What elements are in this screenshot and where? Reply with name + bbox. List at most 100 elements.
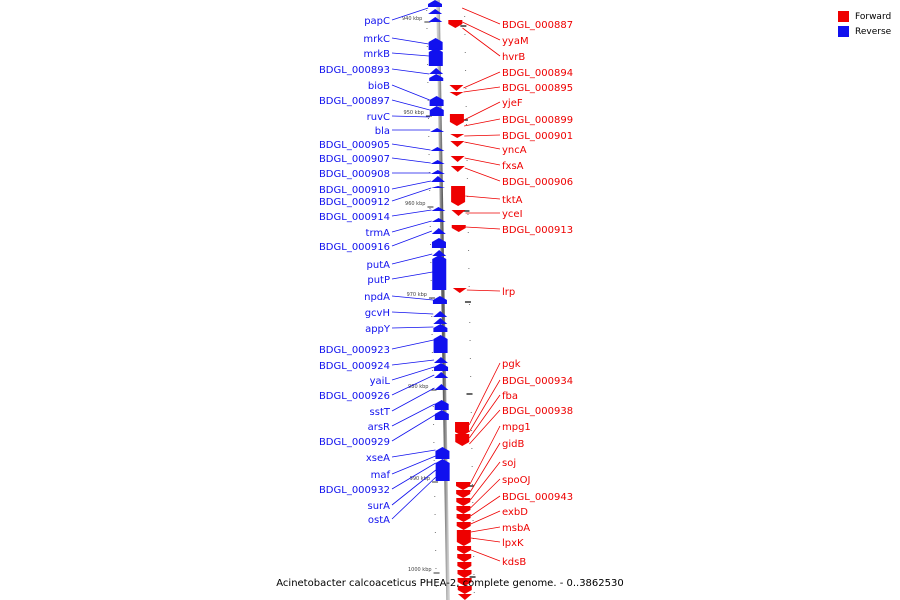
forward-feature[interactable] [457,562,472,570]
reverse-gene-label[interactable]: bioB [368,81,390,92]
reverse-feature[interactable] [431,186,446,188]
reverse-gene-label[interactable]: BDGL_000912 [319,197,390,208]
forward-feature[interactable] [450,134,465,138]
forward-gene-label[interactable]: soj [502,458,516,469]
forward-gene-label[interactable]: BDGL_000934 [502,376,573,387]
reverse-feature[interactable] [433,318,448,324]
forward-feature[interactable] [450,141,465,147]
forward-gene-label[interactable]: exbD [502,507,528,518]
forward-gene-label[interactable]: yjeF [502,98,523,109]
forward-feature[interactable] [457,546,472,554]
reverse-gene-label[interactable]: gcvH [365,308,390,319]
reverse-feature[interactable] [433,311,448,317]
reverse-gene-label[interactable]: BDGL_000916 [319,242,390,253]
forward-feature[interactable] [457,554,472,562]
forward-gene-label[interactable]: msbA [502,523,530,534]
forward-feature[interactable] [457,594,472,600]
reverse-feature[interactable] [428,0,442,7]
forward-feature[interactable] [448,20,463,28]
reverse-feature[interactable] [434,410,449,420]
forward-gene-label[interactable]: yncA [502,145,527,156]
forward-gene-label[interactable]: BDGL_000895 [502,83,573,94]
reverse-gene-label[interactable]: BDGL_000924 [319,361,390,372]
reverse-gene-label[interactable]: trmA [366,228,391,239]
forward-feature[interactable] [457,570,472,578]
forward-feature[interactable] [457,586,472,594]
reverse-feature[interactable] [430,170,445,174]
forward-feature[interactable] [456,498,471,506]
forward-gene-label[interactable]: BDGL_000901 [502,131,573,142]
reverse-gene-label[interactable]: bla [375,126,390,137]
reverse-feature[interactable] [434,384,449,390]
reverse-feature[interactable] [433,324,448,332]
forward-feature[interactable] [456,506,471,514]
forward-gene-label[interactable]: hvrB [502,52,525,63]
forward-feature[interactable] [456,514,471,522]
reverse-feature[interactable] [435,447,450,459]
reverse-gene-label[interactable]: maf [371,470,391,481]
reverse-gene-label[interactable]: appY [365,324,391,335]
reverse-gene-label[interactable]: BDGL_000908 [319,169,390,180]
forward-gene-label[interactable]: gidB [502,439,524,450]
forward-feature[interactable] [455,434,470,446]
reverse-gene-label[interactable]: xseA [366,453,390,464]
reverse-gene-label[interactable]: putP [367,275,390,286]
forward-gene-label[interactable]: kdsB [502,557,526,568]
reverse-feature[interactable] [428,9,443,14]
reverse-gene-label[interactable]: BDGL_000923 [319,345,390,356]
reverse-gene-label[interactable]: arsR [368,422,390,433]
forward-gene-label[interactable]: BDGL_000943 [502,492,573,503]
forward-gene-label[interactable]: yceI [502,209,523,220]
reverse-gene-label[interactable]: BDGL_000897 [319,96,390,107]
reverse-feature[interactable] [434,400,449,410]
forward-feature[interactable] [450,156,465,162]
reverse-gene-label[interactable]: BDGL_000926 [319,391,390,402]
reverse-gene-label[interactable]: sstT [370,407,391,418]
reverse-gene-label[interactable]: mrkB [363,49,390,60]
reverse-gene-label[interactable]: yaiL [370,376,391,387]
reverse-feature[interactable] [428,48,443,66]
forward-feature[interactable] [456,522,471,530]
reverse-feature[interactable] [432,255,447,290]
reverse-feature[interactable] [428,38,443,50]
forward-gene-label[interactable]: tktA [502,195,523,206]
reverse-gene-label[interactable]: mrkC [363,34,390,45]
reverse-gene-label[interactable]: ostA [368,515,390,526]
forward-feature[interactable] [449,85,464,91]
reverse-feature[interactable] [430,147,445,151]
forward-gene-label[interactable]: pgk [502,359,521,370]
forward-gene-label[interactable]: fba [502,391,518,402]
reverse-feature[interactable] [435,459,450,481]
forward-feature[interactable] [452,288,467,293]
reverse-gene-label[interactable]: BDGL_000905 [319,140,390,151]
reverse-feature[interactable] [431,228,446,234]
reverse-gene-label[interactable]: ruvC [367,112,390,123]
forward-gene-label[interactable]: mpg1 [502,422,531,433]
forward-gene-label[interactable]: yyaM [502,36,529,47]
reverse-feature[interactable] [429,74,444,81]
reverse-gene-label[interactable]: BDGL_000907 [319,154,390,165]
reverse-feature[interactable] [431,218,446,222]
reverse-feature[interactable] [433,335,448,353]
reverse-feature[interactable] [432,250,447,256]
reverse-gene-label[interactable]: BDGL_000929 [319,437,390,448]
reverse-feature[interactable] [430,160,445,164]
forward-feature[interactable] [450,166,465,172]
reverse-feature[interactable] [429,96,444,106]
reverse-gene-label[interactable]: papC [364,16,390,27]
reverse-feature[interactable] [430,128,445,132]
forward-gene-label[interactable]: spoOJ [502,475,531,486]
reverse-feature[interactable] [433,357,448,363]
reverse-feature[interactable] [430,176,445,182]
reverse-feature[interactable] [428,17,443,22]
reverse-feature[interactable] [429,68,444,74]
forward-feature[interactable] [451,210,466,216]
forward-feature[interactable] [456,530,471,546]
forward-gene-label[interactable]: BDGL_000887 [502,20,573,31]
forward-gene-label[interactable]: BDGL_000906 [502,177,573,188]
reverse-gene-label[interactable]: BDGL_000914 [319,212,390,223]
reverse-gene-label[interactable]: BDGL_000910 [319,185,390,196]
forward-feature[interactable] [451,225,466,232]
reverse-gene-label[interactable]: BDGL_000932 [319,485,390,496]
reverse-gene-label[interactable]: npdA [364,292,390,303]
